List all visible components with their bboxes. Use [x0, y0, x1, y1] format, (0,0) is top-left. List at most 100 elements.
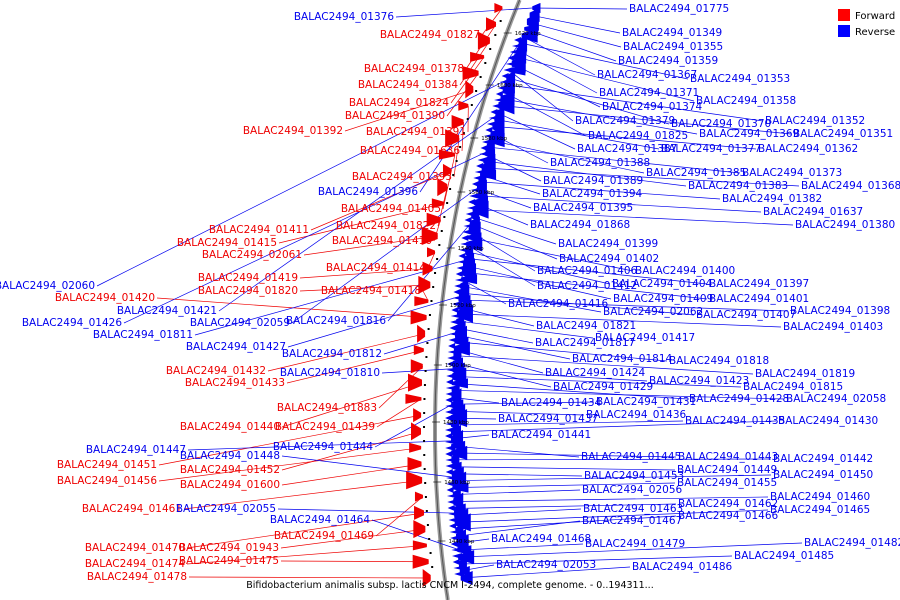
forward-gene-feature [417, 324, 426, 343]
reverse-gene-connector [519, 42, 689, 80]
reverse-gene-label: BALAC2494_01637 [763, 206, 863, 218]
reverse-gene-label: BALAC2494_01380 [795, 219, 895, 231]
reverse-gene-connector [383, 332, 456, 355]
reverse-gene-connector [194, 260, 464, 336]
forward-gene-label: BALAC2494_01827 [380, 29, 480, 41]
reverse-feature [470, 187, 484, 193]
reverse-gene-label: BALAC2494_01427 [186, 341, 286, 353]
reverse-gene-label: BALAC2494_01460 [770, 491, 870, 503]
forward-gene-feature [413, 520, 426, 539]
gene-labels: BALAC2494_01827 BALAC2494_01378 BALAC2494_… [0, 3, 900, 583]
reverse-gene-label: BALAC2494_01815 [743, 381, 843, 393]
feature-dot [470, 104, 473, 106]
forward-gene-connector [267, 333, 426, 372]
reverse-feature [454, 277, 468, 283]
reverse-gene-label: BALAC2494_01431 [596, 396, 696, 408]
forward-gene-label: BALAC2494_01451 [57, 459, 157, 471]
forward-gene-feature [458, 100, 469, 111]
reverse-feature [448, 517, 459, 523]
feature-dot [434, 272, 437, 274]
reverse-gene-label: BALAC2494_01468 [491, 533, 591, 545]
reverse-gene-label: BALAC2494_01443 [678, 451, 778, 463]
forward-gene-connector [446, 72, 479, 117]
reverse-gene-label: BALAC2494_01810 [280, 367, 380, 379]
reverse-gene-label: BALAC2494_01396 [318, 186, 419, 198]
forward-gene-feature [421, 227, 438, 245]
reverse-gene-label: BALAC2494_01412 [537, 280, 637, 292]
feature-dot [494, 34, 497, 36]
forward-gene-connector [183, 479, 423, 510]
forward-gene-label: BALAC2494_01391 [366, 126, 466, 138]
reverse-feature [454, 283, 465, 289]
reverse-gene-label: BALAC2494_01868 [530, 219, 630, 231]
reverse-gene-feature [521, 28, 538, 43]
reverse-gene-label: BALAC2494_02058 [786, 393, 886, 405]
reverse-gene-label: BALAC2494_02060 [0, 280, 95, 292]
reverse-gene-label: BALAC2494_01448 [180, 450, 280, 462]
reverse-gene-connector [456, 320, 594, 339]
forward-gene-feature [407, 457, 422, 471]
reverse-feature [503, 67, 514, 73]
reverse-gene-connector [452, 489, 581, 495]
forward-gene-feature [413, 345, 424, 355]
forward-gene-label: BALAC2494_01461 [82, 503, 182, 515]
reverse-gene-label: BALAC2494_01409 [613, 293, 713, 305]
forward-gene-label: BALAC2494_01418 [321, 285, 421, 297]
forward-gene-label: BALAC2494_01474 [85, 558, 186, 570]
reverse-gene-label: BALAC2494_01397 [709, 278, 809, 290]
reverse-feature [445, 415, 453, 421]
forward-gene-connector [378, 366, 424, 409]
reverse-gene-connector [475, 195, 762, 213]
reverse-gene-connector [453, 503, 677, 509]
forward-gene-label: BALAC2494_01439 [275, 421, 375, 433]
reverse-feature [494, 97, 508, 103]
reverse-feature [449, 529, 463, 535]
reverse-gene-label: BALAC2494_01383 [688, 180, 788, 192]
feature-dot [426, 342, 429, 344]
reverse-gene-connector [452, 474, 772, 482]
forward-gene-label: BALAC2494_01440 [180, 421, 280, 433]
forward-gene-connector [281, 382, 423, 428]
forward-gene-label: BALAC2494_01452 [180, 464, 280, 476]
reverse-gene-label: BALAC2494_01406 [537, 265, 638, 277]
forward-gene-label: BALAC2494_01478 [87, 571, 187, 583]
reverse-gene-connector [465, 250, 611, 285]
reverse-feature [465, 211, 476, 217]
reverse-feature [450, 319, 461, 325]
forward-gene-label: BALAC2494_01470 [85, 542, 185, 554]
reverse-gene-connector [451, 458, 772, 461]
forward-gene-connector [442, 154, 456, 210]
reverse-feature [451, 307, 459, 313]
forward-gene-connector [344, 89, 474, 132]
reverse-gene-connector [500, 98, 698, 135]
reverse-gene-connector [452, 376, 742, 388]
reverse-gene-connector [488, 139, 645, 174]
reverse-gene-label: BALAC2494_01465 [770, 504, 870, 516]
reverse-feature [514, 37, 522, 43]
reverse-feature [480, 145, 488, 151]
reverse-feature [455, 271, 463, 277]
tick-label: 1560 kbp [468, 190, 494, 196]
reverse-feature [459, 247, 470, 253]
reverse-gene-label: BALAC2494_01398 [790, 305, 890, 317]
forward-gene-feature [407, 373, 422, 392]
reverse-gene-label: BALAC2494_01382 [722, 193, 822, 205]
reverse-gene-connector [453, 496, 769, 502]
reverse-feature [449, 523, 457, 529]
reverse-gene-label: BALAC2494_01482 [804, 537, 900, 549]
reverse-gene-label: BALAC2494_02055 [176, 503, 276, 515]
reverse-feature [449, 331, 463, 337]
reverse-feature [490, 109, 498, 115]
feature-dot [449, 188, 452, 190]
feature-dot [438, 244, 441, 246]
feature-dot [459, 146, 462, 148]
reverse-feature [445, 403, 459, 409]
reverse-gene-connector [452, 482, 676, 488]
reverse-gene-connector [450, 420, 777, 433]
reverse-feature [454, 571, 465, 577]
reverse-gene-label: BALAC2494_01447 [86, 444, 186, 456]
reverse-feature [447, 499, 458, 505]
reverse-feature [452, 559, 460, 565]
reverse-gene-connector [507, 77, 670, 125]
reverse-gene-label: BALAC2494_01430 [778, 415, 878, 427]
